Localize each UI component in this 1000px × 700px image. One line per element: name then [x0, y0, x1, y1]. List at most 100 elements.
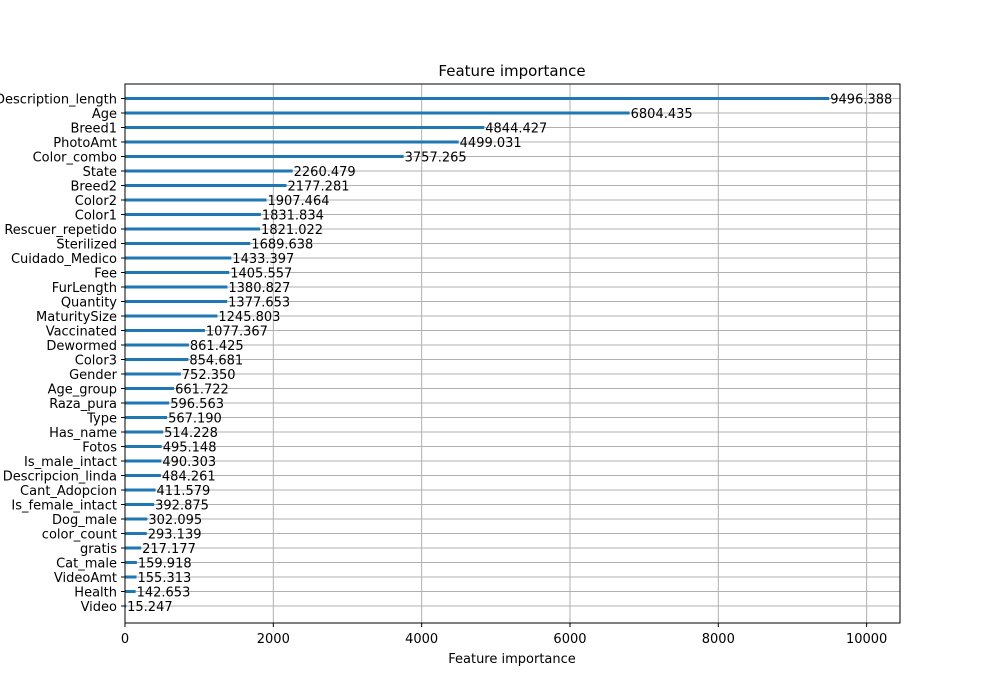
value-label: 3757.265 [405, 151, 467, 166]
value-label: 4499.031 [460, 136, 522, 151]
bar [125, 416, 168, 419]
x-tick-label: 0 [121, 632, 129, 647]
category-label: MaturitySize [36, 310, 117, 325]
value-label: 1831.834 [262, 209, 324, 224]
category-label: PhotoAmt [53, 136, 117, 151]
value-label: 411.579 [157, 484, 211, 499]
category-label: Health [74, 586, 117, 601]
bar [125, 300, 228, 303]
value-label: 567.190 [168, 412, 222, 427]
bar [125, 343, 189, 347]
bar [125, 97, 830, 100]
value-label: 155.313 [138, 571, 192, 586]
bar [125, 198, 267, 202]
x-tick-label: 10000 [846, 632, 887, 647]
bar [125, 430, 164, 434]
category-label: Fee [94, 267, 117, 282]
category-label: Has_name [49, 426, 117, 441]
value-label: 142.653 [137, 586, 191, 601]
value-label: 1433.397 [232, 252, 294, 267]
bar [125, 126, 485, 129]
bar [125, 242, 251, 245]
category-label: Type [86, 412, 117, 427]
bar [125, 517, 148, 521]
category-label: Cat_male [56, 557, 117, 572]
category-label: Video [81, 600, 117, 615]
x-tick-label: 8000 [702, 632, 735, 647]
value-label: 861.425 [190, 339, 244, 354]
x-tick-labels: 0 2000 4000 6000 8000 10000 [121, 623, 887, 647]
value-label: 2260.479 [294, 165, 356, 180]
category-label: Gender [69, 368, 118, 383]
bar [125, 111, 630, 115]
category-label: Color_combo [33, 151, 117, 166]
y-tick-labels: Description_lengthAgeBreed1PhotoAmtColor… [0, 93, 125, 615]
bar [125, 169, 293, 173]
value-label: 1377.653 [228, 296, 290, 311]
value-label: 1821.022 [261, 223, 323, 238]
value-label: 9496.388 [830, 93, 892, 108]
category-label: Rescuer_repetido [4, 223, 117, 238]
category-label: Cant_Adopcion [20, 484, 117, 499]
bar [125, 256, 232, 260]
bar [125, 488, 156, 492]
value-label: 514.228 [164, 426, 218, 441]
value-label: 302.095 [148, 513, 202, 528]
category-label: Vaccinated [46, 325, 117, 340]
category-label: FurLength [52, 281, 117, 296]
x-tick-label: 6000 [553, 632, 586, 647]
category-label: Age_group [48, 383, 117, 398]
value-label: 2177.281 [287, 180, 349, 195]
bar [125, 575, 137, 579]
bar [125, 358, 189, 361]
value-label: 484.261 [162, 470, 216, 485]
value-label: 854.681 [189, 354, 243, 369]
category-label: Is_male_intact [24, 455, 117, 470]
category-label: State [83, 165, 117, 180]
value-label: 6804.435 [631, 107, 693, 122]
category-label: color_count [42, 528, 117, 543]
value-label: 293.139 [148, 528, 202, 543]
bar [125, 604, 127, 608]
category-label: Descripcion_linda [3, 470, 117, 485]
category-label: Raza_pura [49, 397, 117, 412]
category-label: Description_length [0, 93, 117, 108]
bar [125, 314, 218, 318]
bar [125, 140, 459, 144]
value-label: 1245.803 [218, 310, 280, 325]
bar [125, 329, 205, 332]
category-label: Breed1 [71, 122, 118, 137]
bar [125, 387, 175, 390]
bar [125, 445, 162, 448]
chart-title: Feature importance [438, 62, 585, 80]
category-label: VideoAmt [54, 571, 117, 586]
value-label: 15.247 [127, 600, 173, 615]
category-label: Age [92, 107, 117, 122]
category-label: Cuidado_Medico [11, 252, 117, 267]
value-label: 392.875 [155, 499, 209, 514]
bar [125, 474, 161, 477]
category-label: Breed2 [71, 180, 118, 195]
bar [125, 271, 230, 274]
plot-frame [124, 83, 901, 624]
category-label: Color2 [75, 194, 117, 209]
value-label: 490.303 [162, 455, 216, 470]
bar [125, 532, 147, 535]
bar-layer [125, 97, 830, 608]
value-labels: 9496.388 6804.435 4844.4274499.0313757.265… [127, 93, 892, 616]
category-label: Fotos [82, 441, 117, 456]
value-label: 1405.557 [230, 267, 292, 282]
category-label: Is_female_intact [11, 499, 117, 514]
bar [125, 155, 404, 158]
value-label: 159.918 [138, 557, 192, 572]
x-axis-label: Feature importance [448, 652, 576, 667]
value-label: 1380.827 [228, 281, 290, 296]
category-label: Quantity [61, 296, 117, 311]
category-label: Color3 [75, 354, 117, 369]
value-label: 217.177 [142, 542, 196, 557]
bar [125, 184, 287, 187]
bar [125, 372, 181, 376]
value-label: 1077.367 [206, 325, 268, 340]
bar [125, 503, 155, 506]
